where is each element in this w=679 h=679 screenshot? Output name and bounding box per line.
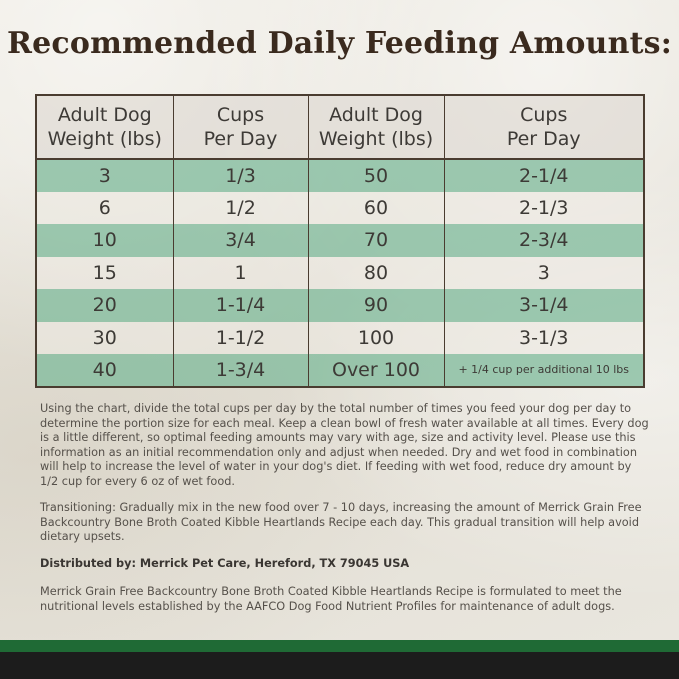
transitioning-text: Transitioning: Gradually mix in the new … (40, 501, 642, 543)
aafco-statement: Merrick Grain Free Backcountry Bone Brot… (40, 585, 622, 613)
feeding-instructions: Using the chart, divide the total cups p… (40, 402, 649, 488)
distributor-text: Distributed by: Merrick Pet Care, Herefo… (40, 557, 410, 570)
table-row: 10 3/4 70 2-3/4 (35, 224, 645, 257)
footer-dark-band (0, 652, 679, 679)
cups-cell: 3 (443, 256, 645, 289)
table-row: 40 1-3/4 Over 100 + 1/4 cup per addition… (35, 354, 645, 387)
header-weight-2: Adult Dog Weight (lbs) (307, 95, 445, 160)
weight-cell: 80 (307, 256, 445, 289)
weight-cell: 100 (307, 321, 445, 354)
cups-note-cell: + 1/4 cup per additional 10 lbs (443, 354, 645, 387)
cups-cell: 1-1/4 (172, 289, 309, 322)
weight-cell: 10 (35, 224, 174, 257)
cups-cell: 1-3/4 (172, 354, 309, 387)
table-row: 30 1-1/2 100 3-1/3 (35, 321, 645, 354)
weight-cell: 30 (35, 321, 174, 354)
weight-cell: 20 (35, 289, 174, 322)
weight-cell: Over 100 (307, 354, 445, 387)
cups-cell: 3-1/3 (443, 321, 645, 354)
cups-cell: 1/3 (172, 159, 309, 192)
page-title: Recommended Daily Feeding Amounts: (7, 26, 672, 61)
header-cups-1: Cups Per Day (172, 95, 309, 160)
weight-cell: 40 (35, 354, 174, 387)
table-header-row: Adult Dog Weight (lbs) Cups Per Day Adult … (35, 95, 645, 160)
weight-cell: 70 (307, 224, 445, 257)
weight-cell: 90 (307, 289, 445, 322)
table-row: 20 1-1/4 90 3-1/4 (35, 289, 645, 322)
header-weight-1: Adult Dog Weight (lbs) (35, 95, 174, 160)
cups-cell: 1-1/2 (172, 321, 309, 354)
weight-cell: 15 (35, 256, 174, 289)
cups-cell: 2-1/3 (443, 191, 645, 224)
header-cups-2: Cups Per Day (443, 95, 645, 160)
table-row: 6 1/2 60 2-1/3 (35, 191, 645, 224)
cups-cell: 1/2 (172, 191, 309, 224)
weight-cell: 6 (35, 191, 174, 224)
table-row: 3 1/3 50 2-1/4 (35, 159, 645, 192)
cups-cell: 3/4 (172, 224, 309, 257)
weight-cell: 3 (35, 159, 174, 192)
weight-cell: 50 (307, 159, 445, 192)
cups-cell: 1 (172, 256, 309, 289)
feeding-table: Adult Dog Weight (lbs) Cups Per Day Adult … (35, 94, 645, 388)
weight-cell: 60 (307, 191, 445, 224)
footer-green-band (0, 640, 679, 652)
table-row: 15 1 80 3 (35, 256, 645, 289)
cups-cell: 3-1/4 (443, 289, 645, 322)
cups-cell: 2-3/4 (443, 224, 645, 257)
cups-cell: 2-1/4 (443, 159, 645, 192)
